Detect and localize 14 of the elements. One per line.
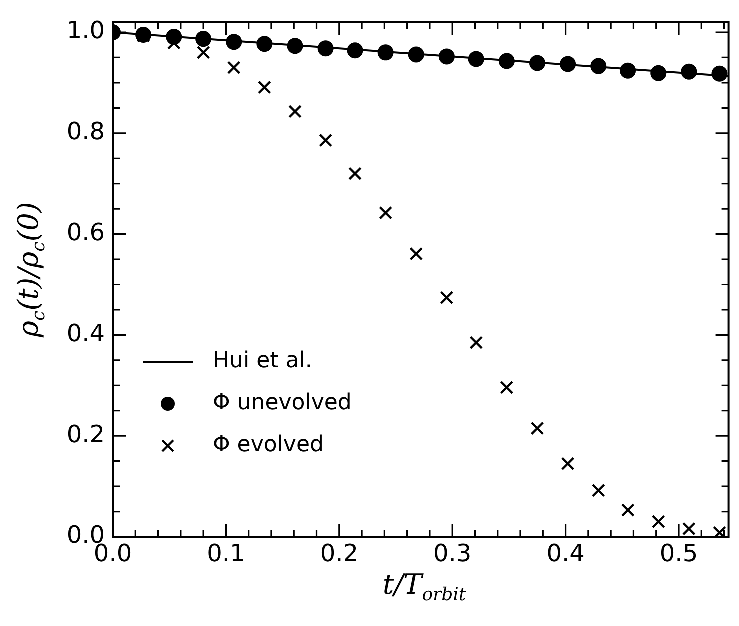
x-tick-label: 0.2 (320, 540, 358, 568)
x-tick-label: 0.4 (546, 540, 585, 568)
legend-label: Φ evolved (213, 432, 324, 458)
legend-label: Hui et al. (213, 348, 312, 374)
y-tick-label: 0.2 (66, 420, 105, 448)
x-tick-label: 0.5 (660, 540, 698, 568)
legend-label: Φ unevolved (213, 390, 352, 416)
x-tick-label: 0.1 (207, 540, 246, 568)
y-tick-label: 0.6 (66, 218, 105, 247)
y-tick-label: 0.8 (66, 118, 105, 146)
y-tick-label: 0.4 (66, 319, 105, 348)
y-tick-label: 1.0 (66, 16, 105, 45)
x-tick-label: 0.3 (434, 540, 472, 568)
x-axis-title: t/T$_{orbit}$ (382, 568, 468, 606)
